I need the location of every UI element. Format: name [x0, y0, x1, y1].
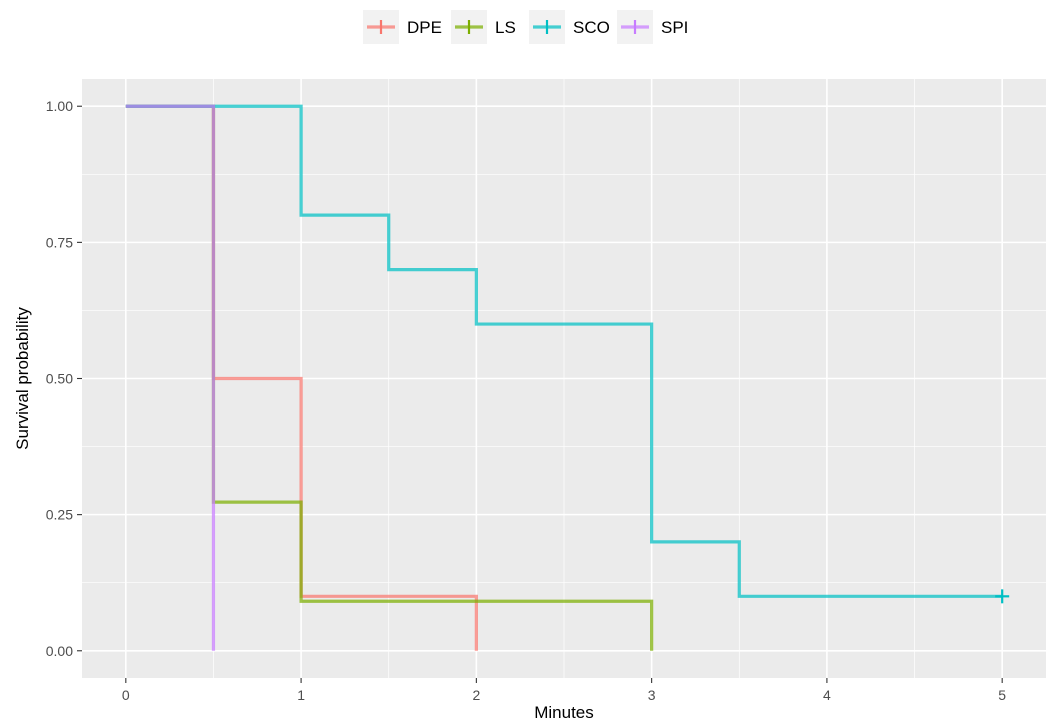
y-tick-label: 0.75 — [46, 234, 73, 250]
series-line-spi — [125, 104, 216, 651]
x-axis: 0 1 2 3 4 5 — [122, 678, 1006, 703]
series-line-sco — [125, 104, 1003, 598]
legend-item-spi: SPI — [617, 10, 688, 44]
x-axis-title: Minutes — [534, 703, 594, 721]
legend-item-ls: LS — [451, 10, 516, 44]
x-tick-label: 3 — [648, 687, 656, 703]
y-tick-label: 0.25 — [46, 507, 73, 523]
y-tick-label: 0.00 — [46, 643, 73, 659]
legend: DPE LS SCO SPI — [363, 10, 688, 44]
legend-item-dpe: DPE — [363, 10, 442, 44]
legend-label: SPI — [661, 18, 688, 37]
y-axis: 0.00 0.25 0.50 0.75 1.00 — [46, 98, 82, 659]
legend-label: DPE — [407, 18, 442, 37]
series-lines — [125, 104, 1010, 651]
censor-mark-sco — [995, 589, 1010, 604]
x-tick-label: 2 — [472, 687, 480, 703]
legend-label: LS — [495, 18, 516, 37]
x-tick-label: 1 — [297, 687, 305, 703]
x-tick-label: 5 — [998, 687, 1006, 703]
y-tick-label: 1.00 — [46, 98, 73, 114]
legend-label: SCO — [573, 18, 610, 37]
x-tick-label: 0 — [122, 687, 130, 703]
x-tick-label: 4 — [823, 687, 831, 703]
y-axis-title: Survival probability — [13, 307, 32, 450]
y-tick-label: 0.50 — [46, 371, 73, 387]
legend-item-sco: SCO — [529, 10, 610, 44]
